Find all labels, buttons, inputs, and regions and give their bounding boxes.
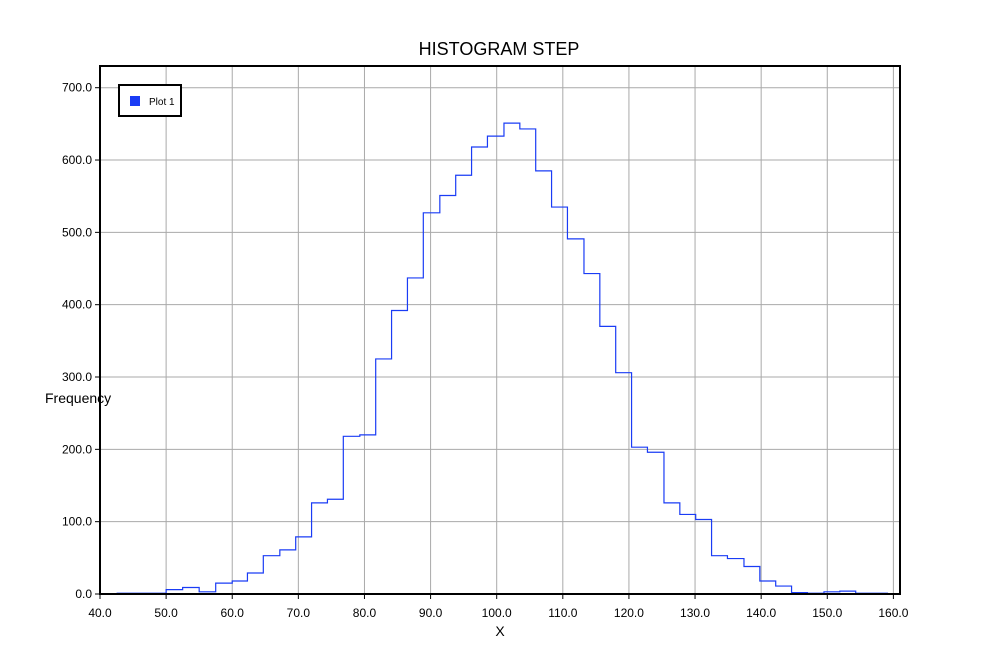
x-axis-label: X — [495, 623, 505, 639]
legend-box — [118, 84, 182, 117]
x-tick-label: 60.0 — [221, 606, 245, 620]
y-tick-label: 300.0 — [62, 370, 92, 384]
y-tick-label: 500.0 — [62, 225, 92, 239]
x-tick-label: 110.0 — [548, 606, 577, 620]
x-tick-label: 100.0 — [482, 606, 512, 620]
x-tick-label: 40.0 — [88, 606, 112, 620]
y-tick-label: 100.0 — [62, 515, 92, 529]
x-axis: 40.0 50.0 60.0 70.0 80.0 90.0 100.0 110.0 120.0 1… — [88, 594, 909, 620]
legend-label: Plot 1 — [149, 97, 175, 108]
chart-title: HISTOGRAM STEP — [419, 39, 580, 59]
x-tick-label: 140.0 — [746, 606, 776, 620]
grid — [99, 66, 900, 595]
plot-frame — [99, 65, 901, 595]
x-tick-label: 120.0 — [614, 606, 644, 620]
y-tick-label: 400.0 — [62, 298, 92, 312]
y-axis-label: Frequency — [45, 390, 111, 406]
y-tick-label: 0.0 — [75, 587, 92, 601]
x-tick-label: 90.0 — [419, 606, 443, 620]
legend-swatch — [130, 96, 140, 106]
series-layer — [116, 122, 889, 594]
x-tick-label: 70.0 — [287, 606, 311, 620]
y-axis: 0.0 100.0 200.0 300.0 400.0 500.0 600.0 700.0 — [62, 81, 100, 601]
x-tick-label: 150.0 — [812, 606, 842, 620]
y-tick-label: 600.0 — [62, 153, 92, 167]
x-tick-label: 160.0 — [878, 606, 908, 620]
x-tick-label: 130.0 — [680, 606, 710, 620]
legend: Plot 1 — [118, 84, 182, 117]
series-plot-1-step-line — [116, 122, 889, 594]
y-tick-label: 700.0 — [62, 81, 92, 95]
x-tick-label: 50.0 — [154, 606, 178, 620]
y-tick-label: 200.0 — [62, 442, 92, 456]
x-tick-label: 80.0 — [353, 606, 377, 620]
